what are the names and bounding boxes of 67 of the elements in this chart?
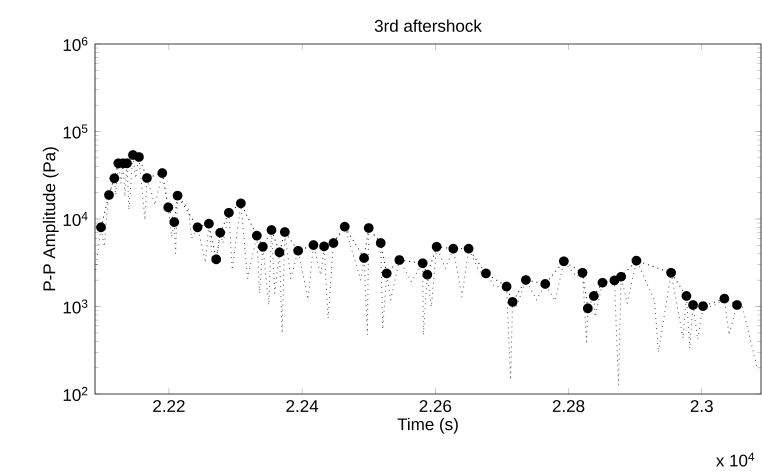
point bbox=[394, 255, 404, 265]
point bbox=[588, 291, 599, 301]
point bbox=[698, 301, 708, 312]
point bbox=[582, 303, 593, 314]
point bbox=[252, 230, 262, 241]
point bbox=[464, 244, 474, 254]
x-tick-label: 2.28 bbox=[552, 400, 584, 412]
point bbox=[142, 173, 152, 183]
point bbox=[502, 282, 512, 292]
point bbox=[266, 225, 276, 235]
y-tick-label: 10$^{5}$ bbox=[64, 124, 88, 138]
point bbox=[274, 247, 284, 258]
point bbox=[558, 256, 569, 266]
point bbox=[134, 152, 144, 162]
point bbox=[481, 268, 491, 278]
point bbox=[258, 242, 268, 252]
point bbox=[293, 246, 304, 256]
point bbox=[308, 240, 318, 250]
point bbox=[328, 238, 338, 248]
point bbox=[732, 300, 742, 310]
point bbox=[616, 272, 626, 282]
point bbox=[688, 300, 698, 310]
point bbox=[163, 202, 174, 212]
point bbox=[340, 222, 350, 232]
point bbox=[578, 268, 588, 278]
point bbox=[364, 223, 374, 233]
point bbox=[540, 279, 550, 289]
point bbox=[632, 256, 642, 266]
point bbox=[224, 208, 234, 218]
point bbox=[719, 294, 730, 304]
point bbox=[448, 244, 458, 254]
point bbox=[236, 198, 246, 208]
point bbox=[682, 291, 692, 301]
point bbox=[109, 173, 120, 184]
point bbox=[280, 227, 290, 237]
y-axis-title: P-P Amplitude (Pa) bbox=[42, 147, 59, 290]
y-tick-label: 10$^{2}$ bbox=[64, 386, 88, 402]
point bbox=[666, 268, 676, 278]
x-axis-title: Time (s) bbox=[398, 418, 458, 434]
point bbox=[598, 278, 608, 288]
point bbox=[520, 275, 531, 285]
x-tick-label: 2.22 bbox=[153, 400, 185, 412]
x-tick-label: 2.26 bbox=[420, 400, 452, 412]
y-tick-label: 10$^{4}$ bbox=[64, 212, 88, 226]
point bbox=[96, 222, 106, 232]
point bbox=[157, 168, 168, 178]
point bbox=[169, 217, 180, 228]
text: x 10$^{4}$ bbox=[716, 452, 754, 467]
point bbox=[432, 242, 442, 252]
point bbox=[319, 241, 330, 252]
point bbox=[104, 190, 114, 200]
point bbox=[192, 222, 202, 232]
point bbox=[422, 270, 432, 280]
point bbox=[382, 268, 392, 278]
y-tick-label: 10$^{6}$ bbox=[64, 36, 88, 52]
point bbox=[418, 258, 428, 268]
x-tick-label: 2.24 bbox=[286, 400, 318, 412]
point bbox=[359, 253, 369, 263]
point bbox=[376, 238, 386, 248]
point bbox=[172, 190, 182, 201]
point bbox=[508, 296, 518, 307]
point bbox=[204, 218, 214, 229]
x-tick-label: 2.3 bbox=[690, 400, 713, 412]
chart-title: 3rd aftershock bbox=[374, 19, 482, 32]
point bbox=[211, 254, 222, 264]
y-tick-label: 10$^{3}$ bbox=[64, 299, 88, 314]
point bbox=[215, 228, 226, 238]
